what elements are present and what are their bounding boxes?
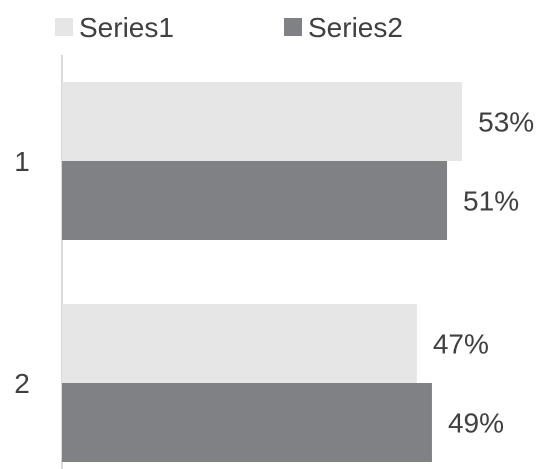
bar-series2-cat-2 [62,383,432,462]
bar-series2-cat-1 [62,161,448,240]
category-label-2: 2 [14,368,30,399]
legend-swatch-1 [55,18,73,36]
data-label-series2-cat-2: 49% [448,408,504,439]
bar-group [62,82,463,462]
data-label-series1-cat-1: 53% [478,107,534,138]
chart-legend: Series1 Series2 [55,12,403,43]
legend-label-2: Series2 [308,12,403,43]
data-label-series2-cat-1: 51% [463,186,519,217]
bar-series1-cat-1 [62,82,463,161]
legend-swatch-2 [284,18,302,36]
bar-series1-cat-2 [62,304,417,383]
category-axis-labels: 12 [14,146,30,399]
legend-label-1: Series1 [79,12,174,43]
category-label-1: 1 [14,146,30,177]
data-label-series1-cat-2: 47% [433,329,489,360]
data-labels: 53% 51% 47% 49% [433,107,534,439]
